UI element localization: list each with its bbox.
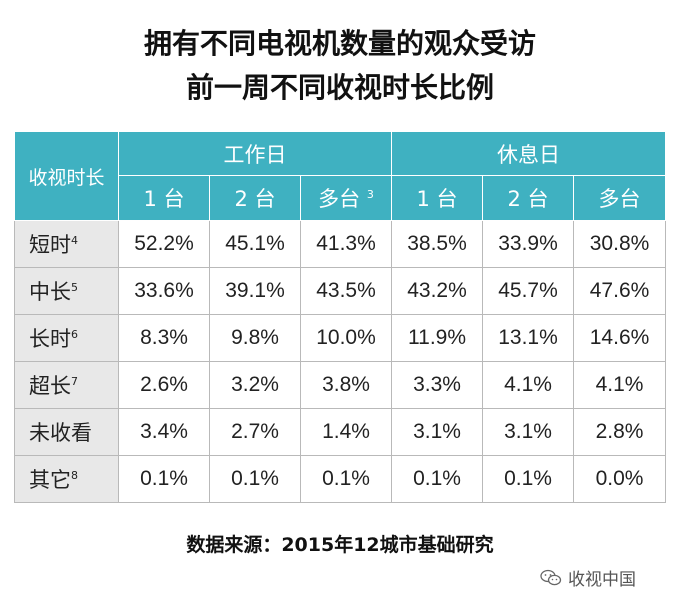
row-label: 其它8 [14, 455, 119, 503]
table-cell: 0.1% [391, 455, 484, 503]
table-cell: 30.8% [573, 220, 667, 268]
row-label: 超长7 [14, 361, 119, 409]
table-cell: 13.1% [482, 314, 575, 362]
table-cell: 3.1% [391, 408, 484, 456]
column-label: 多台 [318, 187, 361, 211]
table-row: 短时4 52.2% 45.1% 41.3% 38.5% 33.9% 30.8% [14, 220, 667, 268]
row-label: 未收看 [14, 408, 119, 456]
column-label: 多台 [598, 187, 641, 211]
table-cell: 0.1% [482, 455, 575, 503]
table-cell: 4.1% [482, 361, 575, 409]
table-cell: 14.6% [573, 314, 667, 362]
row-label-text: 中长 [29, 280, 71, 304]
table-cell: 0.1% [299, 455, 393, 503]
footnote-marker: 6 [71, 328, 78, 341]
column-header: 2 台 [209, 175, 301, 221]
table-cell: 0.0% [573, 455, 667, 503]
table-row: 中长5 33.6% 39.1% 43.5% 43.2% 45.7% 47.6% [14, 267, 667, 315]
table-cell: 39.1% [209, 267, 301, 315]
table-cell: 3.8% [299, 361, 393, 409]
table-cell: 2.8% [573, 408, 667, 456]
column-label: 2 台 [234, 187, 276, 211]
group-header-restday: 休息日 [391, 131, 667, 176]
row-label: 中长5 [14, 267, 119, 315]
watermark: 收视中国 [540, 565, 636, 590]
table-cell: 2.6% [118, 361, 210, 409]
row-label-text: 未收看 [29, 421, 92, 445]
column-header: 2 台 [482, 175, 575, 221]
table-cell: 10.0% [299, 314, 393, 362]
row-label-text: 超长 [29, 374, 71, 398]
table-cell: 3.1% [482, 408, 575, 456]
row-label: 长时6 [14, 314, 119, 362]
table-cell: 47.6% [573, 267, 667, 315]
table-cell: 3.2% [209, 361, 301, 409]
table-cell: 9.8% [209, 314, 301, 362]
table-row: 其它8 0.1% 0.1% 0.1% 0.1% 0.1% 0.0% [14, 455, 667, 503]
table-cell: 0.1% [118, 455, 210, 503]
table-cell: 43.2% [391, 267, 484, 315]
column-header: 1 台 [118, 175, 210, 221]
table-cell: 43.5% [299, 267, 393, 315]
row-label-text: 长时 [29, 327, 71, 351]
source-note: 数据来源：2015年12城市基础研究 [186, 534, 494, 556]
footnote-marker: 3 [366, 188, 374, 201]
footnote-marker: 5 [71, 281, 78, 294]
table-cell: 11.9% [391, 314, 484, 362]
table-cell: 33.6% [118, 267, 210, 315]
column-label: 1 台 [143, 187, 185, 211]
table-cell: 45.7% [482, 267, 575, 315]
table-cell: 52.2% [118, 220, 210, 268]
table-cell: 8.3% [118, 314, 210, 362]
footnote-marker: 8 [71, 469, 78, 482]
table-cell: 1.4% [299, 408, 393, 456]
footnote-marker: 4 [71, 234, 78, 247]
table-cell: 4.1% [573, 361, 667, 409]
column-header: 1 台 [391, 175, 484, 221]
table-cell: 38.5% [391, 220, 484, 268]
group-header-workday: 工作日 [117, 131, 393, 176]
column-label: 2 台 [507, 187, 549, 211]
table-row: 长时6 8.3% 9.8% 10.0% 11.9% 13.1% 14.6% [14, 314, 667, 362]
chart-title: 拥有不同电视机数量的观众受访 前一周不同收视时长比例 [0, 22, 680, 110]
wechat-icon [540, 569, 562, 585]
table-cell: 45.1% [209, 220, 301, 268]
table-row: 未收看 3.4% 2.7% 1.4% 3.1% 3.1% 2.8% [14, 408, 667, 456]
table-cell: 41.3% [299, 220, 393, 268]
footnote-marker: 7 [71, 375, 78, 388]
column-label: 1 台 [416, 187, 458, 211]
title-line-2: 前一周不同收视时长比例 [185, 71, 494, 104]
row-label-text: 其它 [29, 468, 71, 492]
table-row: 超长7 2.6% 3.2% 3.8% 3.3% 4.1% 4.1% [14, 361, 667, 409]
table-cell: 0.1% [209, 455, 301, 503]
table-cell: 2.7% [209, 408, 301, 456]
table-cell: 3.4% [118, 408, 210, 456]
row-label: 短时4 [14, 220, 119, 268]
table-cell: 33.9% [482, 220, 575, 268]
row-label-text: 短时 [29, 233, 71, 257]
watermark-text: 收视中国 [568, 570, 636, 590]
column-header: 多台 3 [299, 175, 393, 221]
column-header: 多台 [573, 175, 667, 221]
title-line-1: 拥有不同电视机数量的观众受访 [143, 27, 536, 60]
corner-header: 收视时长 [14, 131, 119, 221]
table-cell: 3.3% [391, 361, 484, 409]
